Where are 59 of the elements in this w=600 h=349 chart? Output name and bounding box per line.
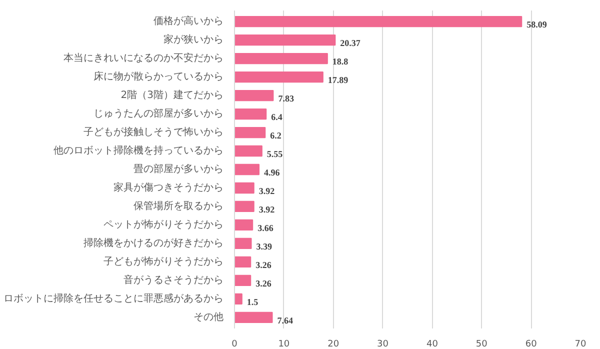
x-tick-label: 20 bbox=[328, 340, 340, 349]
data-label: 18.8 bbox=[332, 56, 349, 67]
bar bbox=[234, 164, 260, 176]
data-label: 3.66 bbox=[258, 222, 274, 233]
y-tick-label: 2階（3階）建てだから bbox=[120, 89, 224, 102]
y-tick-label: 音がうるさそうだから bbox=[124, 274, 224, 286]
data-label: 3.92 bbox=[258, 186, 276, 196]
bar bbox=[234, 182, 254, 194]
y-tick-label: 畳の部屋が多いから bbox=[134, 163, 224, 175]
data-label: 3.39 bbox=[256, 241, 273, 252]
y-tick-label: ペットが怖がりそうだから bbox=[104, 218, 224, 230]
bar bbox=[234, 71, 324, 83]
y-tick-label: 子どもが怖がりそうだから bbox=[104, 255, 224, 268]
x-tick-label: 40 bbox=[426, 340, 438, 349]
data-label: 3.26 bbox=[256, 278, 272, 288]
y-tick-label: じゅうたんの部屋が多いから bbox=[94, 108, 224, 120]
y-tick-label: 家が狭いから bbox=[164, 34, 224, 46]
bar bbox=[234, 90, 274, 102]
data-label: 20.37 bbox=[340, 38, 361, 48]
x-tick-label: 60 bbox=[525, 340, 538, 349]
data-label: 17.89 bbox=[328, 75, 349, 86]
bar bbox=[234, 52, 328, 64]
x-tick-label: 30 bbox=[377, 340, 389, 349]
bar bbox=[234, 293, 242, 305]
y-tick-label: ロボットに掃除を任せることに罪悪感があるから bbox=[4, 292, 224, 304]
y-tick-label: 床に物が散らかっているから bbox=[94, 70, 224, 83]
y-tick-label: 他のロボット掃除機を持っているから bbox=[54, 144, 224, 157]
y-tick-label: その他 bbox=[194, 310, 224, 323]
bar bbox=[234, 219, 254, 231]
x-tick-label: 70 bbox=[574, 340, 586, 349]
data-label: 7.83 bbox=[278, 94, 294, 104]
data-label: 3.26 bbox=[256, 260, 272, 270]
y-tick-label: 掃除機をかけるのが好きだから bbox=[84, 236, 224, 249]
y-tick-label: 保管場所を取るから bbox=[134, 200, 224, 212]
bar bbox=[234, 238, 252, 250]
bar bbox=[234, 16, 522, 28]
bar bbox=[234, 34, 336, 46]
y-tick-label: 家具が傷つきそうだから bbox=[114, 181, 224, 194]
y-tick-label: 子どもが接触しそうで怖いから bbox=[84, 126, 224, 138]
data-label: 3.92 bbox=[258, 204, 276, 214]
data-label: 5.55 bbox=[266, 149, 284, 160]
bar bbox=[234, 256, 252, 268]
data-label: 1.5 bbox=[246, 296, 259, 307]
y-tick-label: 本当にきれいになるのか不安だから bbox=[64, 52, 224, 64]
bar bbox=[234, 200, 254, 212]
data-label: 4.96 bbox=[264, 168, 280, 178]
x-tick-label: 0 bbox=[232, 340, 238, 349]
bar bbox=[234, 312, 273, 323]
data-label: 6.4 bbox=[271, 112, 283, 122]
data-label: 7.64 bbox=[277, 315, 294, 326]
x-tick-label: 10 bbox=[278, 340, 290, 349]
data-label: 6.2 bbox=[270, 130, 282, 141]
data-label: 58.09 bbox=[526, 20, 548, 30]
y-tick-label: 価格が高いから bbox=[154, 15, 224, 28]
bar bbox=[234, 145, 262, 157]
x-tick-label: 50 bbox=[476, 340, 488, 349]
bar bbox=[234, 126, 266, 138]
bar bbox=[234, 108, 267, 120]
bar bbox=[234, 274, 252, 286]
